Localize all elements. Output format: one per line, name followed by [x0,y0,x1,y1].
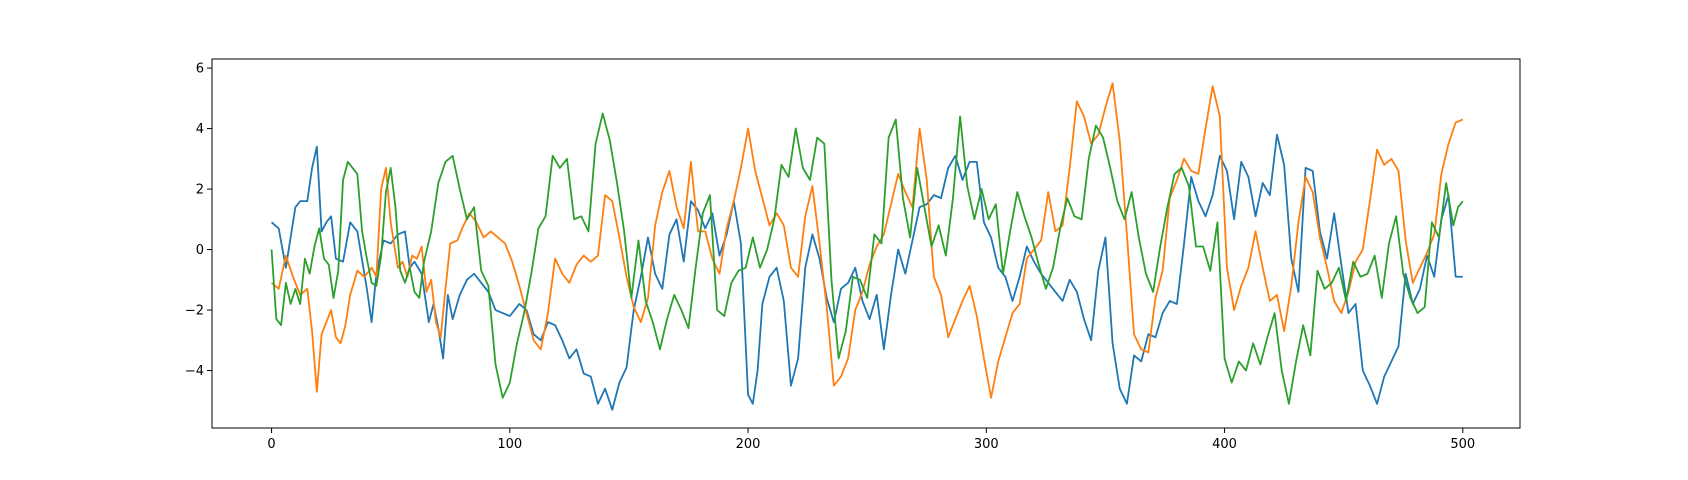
series-line-3 [270,112,1464,405]
x-tick-label: 500 [1450,437,1475,452]
series-line-1 [270,133,1463,411]
x-tick-label: 100 [497,437,522,452]
y-tick-label: −4 [185,364,204,379]
y-axis: −4 −2 0 2 4 6 [185,62,212,379]
x-tick-label: 200 [736,437,761,452]
y-tick-label: 4 [196,122,204,137]
y-tick-label: 0 [196,243,204,258]
series-line-2 [270,82,1464,399]
x-tick-label: 0 [267,437,275,452]
x-tick-label: 300 [974,437,999,452]
plot-frame [211,58,1521,429]
series-layer [270,82,1464,411]
y-tick-label: 2 [196,183,204,198]
y-tick-label: 6 [196,62,204,77]
x-axis: 0 100 200 300 400 500 [267,428,1475,452]
x-tick-label: 400 [1212,437,1237,452]
y-tick-label: −2 [185,304,204,319]
